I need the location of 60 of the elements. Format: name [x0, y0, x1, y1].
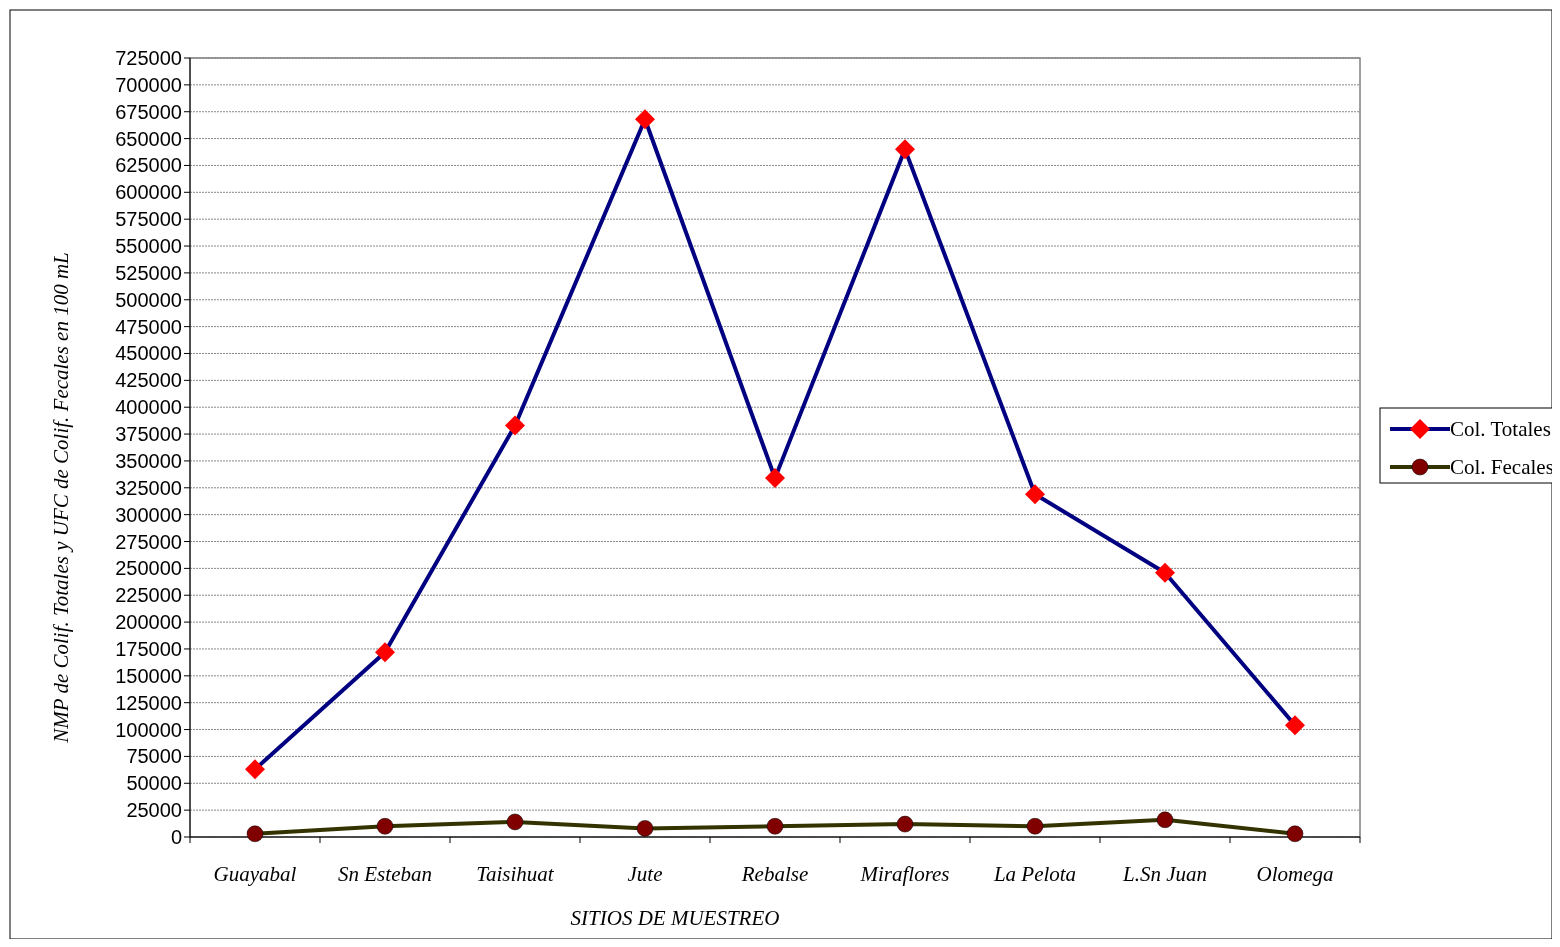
y-tick-label: 425000 [115, 369, 182, 392]
y-tick-label: 600000 [115, 181, 182, 204]
point [896, 815, 914, 833]
x-tick-label: Sn Esteban [338, 862, 432, 886]
y-tick-label: 525000 [115, 261, 182, 284]
y-tick-label: 200000 [115, 611, 182, 634]
y-tick-label: 25000 [126, 799, 182, 822]
y-tick-label: 550000 [115, 235, 182, 258]
y-tick-label: 225000 [115, 584, 182, 607]
point [375, 642, 395, 663]
y-tick-label: 375000 [115, 423, 182, 446]
x-tick-label: La Pelota [992, 862, 1077, 886]
y-tick-label: 725000 [115, 47, 182, 69]
y-axis-title: NMP de Colif. Totales y UFC de Colif. Fecales en 100 mL [49, 252, 73, 744]
y-tick-label: 250000 [115, 557, 182, 580]
point [1155, 562, 1175, 583]
x-axis-title: SITIOS DE MUESTREO [570, 906, 780, 930]
x-tick-label: Miraflores [859, 862, 950, 886]
x-tick-label: Rebalse [740, 862, 809, 886]
y-tick-label: 150000 [115, 664, 182, 687]
y-tick-label: 675000 [115, 100, 182, 123]
y-tick-label: 175000 [115, 637, 182, 660]
point [1286, 825, 1304, 843]
y-tick-label: 700000 [115, 73, 182, 96]
y-tick-label: 450000 [115, 342, 182, 365]
y-tick-label: 625000 [115, 154, 182, 177]
y-tick-label: 650000 [115, 127, 182, 150]
y-tick-label: 50000 [126, 772, 182, 795]
x-tick-label: L.Sn Juan [1122, 862, 1207, 886]
y-tick-label: 500000 [115, 288, 182, 311]
point [246, 825, 264, 843]
point [505, 415, 525, 436]
y-tick-label: 575000 [115, 208, 182, 231]
point [1026, 818, 1044, 835]
x-tick-label: Olomega [1256, 862, 1334, 886]
legend-label: Col. Totales [1450, 417, 1551, 442]
y-tick-label: 100000 [115, 718, 182, 741]
y-tick-label: 125000 [115, 691, 182, 714]
point [636, 820, 654, 837]
point [766, 818, 784, 835]
point [895, 139, 915, 160]
y-tick-label: 475000 [115, 315, 182, 338]
y-tick-label: 0 [170, 826, 182, 848]
point [376, 818, 394, 835]
point [1025, 484, 1045, 505]
point [1285, 715, 1305, 736]
y-tick-label: 275000 [115, 530, 182, 553]
y-tick-label: 75000 [126, 745, 182, 768]
x-tick-label: Jute [627, 862, 663, 886]
y-tick-label: 350000 [115, 449, 182, 472]
y-tick-label: 325000 [115, 476, 182, 499]
x-tick-label: Guayabal [213, 862, 297, 886]
y-tick-label: 300000 [115, 503, 182, 526]
point [506, 813, 524, 831]
point [765, 468, 785, 489]
point [245, 759, 265, 780]
y-tick-label: 400000 [115, 396, 182, 419]
point [1156, 811, 1174, 829]
point [635, 109, 655, 130]
x-tick-label: Taisihuat [476, 862, 555, 886]
